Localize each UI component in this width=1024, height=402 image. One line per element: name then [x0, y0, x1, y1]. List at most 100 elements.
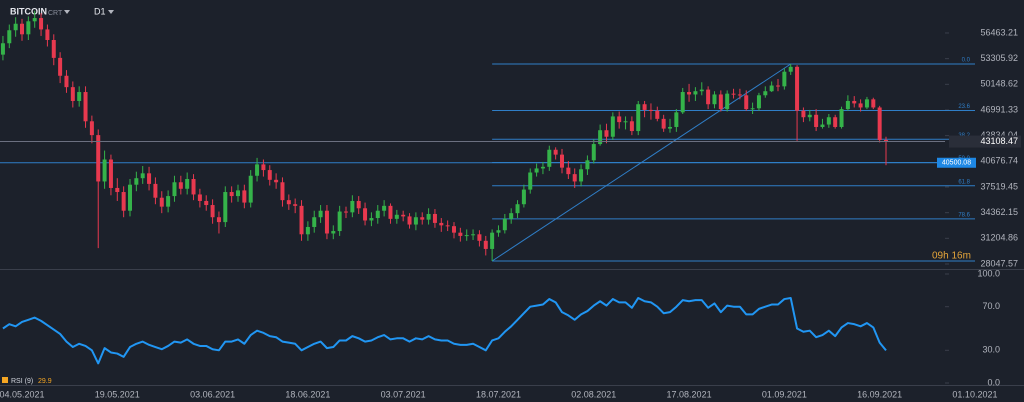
- candle-body: [585, 160, 590, 170]
- y-tick-label: 100.0: [977, 268, 1000, 278]
- candle-body: [623, 121, 628, 123]
- candle-body: [820, 124, 825, 127]
- candle-body: [318, 210, 323, 218]
- candle-body: [706, 89, 711, 105]
- candle-body: [566, 167, 571, 175]
- alert-label: 40500.08: [942, 160, 971, 167]
- candle-body: [7, 30, 12, 44]
- indicator-icon: [2, 377, 8, 383]
- candle-body: [280, 182, 285, 201]
- y-tick-label: 31204.86: [980, 233, 1018, 243]
- candle-body: [312, 217, 317, 227]
- candle-body: [763, 91, 768, 96]
- candle-body: [0, 43, 5, 55]
- candle-body: [337, 211, 342, 232]
- candle-body: [579, 169, 584, 182]
- x-tick-label: 03.07.2021: [381, 389, 426, 399]
- candle-body: [769, 85, 774, 92]
- candle-body: [51, 39, 56, 58]
- candle-body: [19, 23, 24, 35]
- candle-body: [305, 226, 310, 235]
- y-tick-label: 53305.92: [980, 53, 1018, 63]
- candle-body: [64, 75, 69, 88]
- alert-label-bg: [937, 157, 976, 168]
- candle-body: [401, 214, 406, 217]
- x-tick-label: 01.10.2021: [952, 389, 997, 399]
- candle-body: [718, 94, 723, 110]
- dropdown-arrow[interactable]: [108, 10, 114, 14]
- candle-body: [197, 194, 202, 201]
- candle-body: [680, 92, 685, 113]
- candle-body: [693, 91, 698, 95]
- candle-body: [464, 235, 469, 237]
- candle-body: [39, 18, 44, 30]
- candle-body: [826, 117, 831, 125]
- candle-body: [560, 154, 565, 168]
- rsi-line: [2, 296, 887, 365]
- candle-body: [674, 112, 679, 127]
- candle-body: [795, 66, 800, 111]
- candle-body: [210, 205, 215, 218]
- candle-body: [166, 196, 171, 207]
- candle-body: [712, 94, 717, 105]
- candle-body: [102, 159, 107, 182]
- x-tick-label: 17.08.2021: [667, 389, 712, 399]
- candle-body: [89, 121, 94, 136]
- candle-body: [852, 100, 857, 104]
- y-tick-label: 56463.21: [980, 27, 1018, 37]
- symbol[interactable]: BITCOIN: [10, 6, 47, 16]
- candle-body: [242, 190, 247, 203]
- candle-body: [604, 130, 609, 137]
- candle-body: [13, 23, 18, 31]
- candle-body: [776, 85, 781, 87]
- fib-label: 78.6: [958, 212, 970, 218]
- candle-body: [725, 93, 730, 110]
- timeframe[interactable]: D1: [94, 6, 106, 16]
- y-tick-label: 37519.45: [980, 181, 1018, 191]
- candle-body: [642, 104, 647, 110]
- x-tick-label: 19.05.2021: [95, 389, 140, 399]
- y-tick-label: 46991.33: [980, 104, 1018, 114]
- candle-body: [229, 192, 234, 197]
- candle-body: [331, 231, 336, 234]
- indicator-value: 29.9: [38, 378, 52, 385]
- candle-body: [477, 234, 482, 241]
- candle-body: [267, 170, 272, 180]
- candle-body: [293, 204, 298, 206]
- candle-body: [801, 110, 806, 118]
- candle-body: [223, 192, 228, 223]
- candle-body: [483, 240, 488, 249]
- candle-body: [356, 200, 361, 209]
- candle-body: [394, 214, 399, 219]
- candle-body: [515, 204, 520, 214]
- candle-body: [108, 159, 113, 188]
- candle-body: [871, 99, 876, 108]
- symbol-tag: CRT: [48, 10, 63, 17]
- dropdown-arrow[interactable]: [64, 10, 70, 14]
- candle-body: [458, 232, 463, 236]
- candle-body: [32, 18, 37, 22]
- candle-body: [807, 114, 812, 118]
- candle-body: [782, 71, 787, 87]
- candle-body: [636, 104, 641, 132]
- candle-body: [191, 179, 196, 195]
- candle-body: [572, 174, 577, 182]
- candle-body: [756, 95, 761, 109]
- candle-body: [839, 109, 844, 127]
- candle-body: [236, 190, 241, 197]
- candle-body: [77, 92, 82, 101]
- x-tick-label: 03.06.2021: [190, 389, 235, 399]
- candle-body: [382, 205, 387, 211]
- candle-body: [134, 178, 139, 185]
- candle-body: [159, 197, 164, 207]
- candle-body: [299, 205, 304, 235]
- candle-body: [687, 92, 692, 95]
- y-tick-label: 34362.15: [980, 207, 1018, 217]
- candle-body: [128, 184, 132, 211]
- candle-body: [591, 144, 596, 161]
- candle-body: [814, 114, 819, 127]
- candle-body: [204, 200, 209, 206]
- candle-body: [432, 213, 437, 223]
- indicator-name: RSI (9): [11, 378, 33, 385]
